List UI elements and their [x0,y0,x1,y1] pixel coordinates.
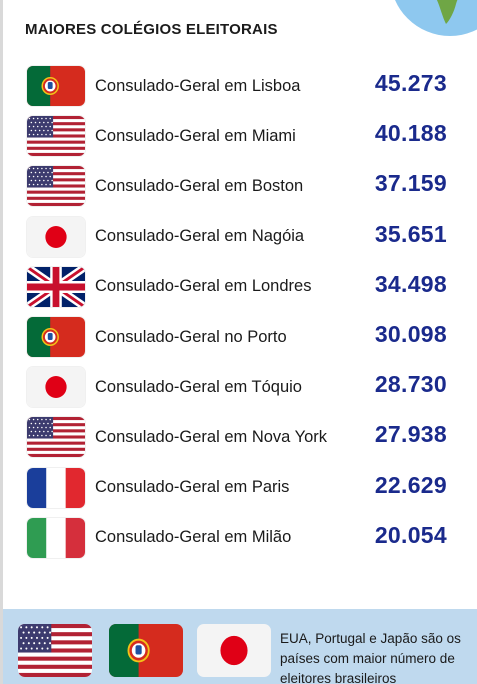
voter-count: 30.098 [374,320,447,347]
uk-flag-icon [27,266,85,307]
japan-flag-icon [197,624,271,677]
voter-count: 22.629 [374,471,447,498]
voter-count: 27.938 [374,421,447,448]
usa-flag-icon [18,624,92,677]
voter-count: 20.054 [374,521,447,548]
portugal-flag-icon [27,66,85,107]
globe-icon [395,0,477,36]
footer-text: EUA, Portugal e Japão são os países com … [280,631,461,684]
list-item: Consulado-Geral em Milão 20.054 [27,513,467,563]
consulate-name: Consulado-Geral em Miami [95,126,296,145]
voter-count: 40.188 [374,120,447,147]
voter-count: 34.498 [374,270,447,297]
list-item: Consulado-Geral em Paris 22.629 [27,463,467,513]
list-item: Consulado-Geral em Nova York 27.938 [27,412,467,462]
consulate-name: Consulado-Geral em Boston [95,176,304,195]
consulate-name: Consulado-Geral no Porto [95,327,287,346]
list-item: Consulado-Geral em Lisboa 45.273 [27,61,467,111]
usa-flag-icon [27,417,85,458]
list-item: Consulado-Geral em Londres 34.498 [27,262,467,312]
consulate-name: Consulado-Geral em Tóquio [95,377,302,396]
consulate-list: Consulado-Geral em Lisboa 45.273 Consula… [27,61,467,563]
list-item: Consulado-Geral em Miami 40.188 [27,111,467,161]
list-item: Consulado-Geral em Tóquio 28.730 [27,362,467,412]
consulate-name: Consulado-Geral em Nagóia [95,227,305,246]
consulate-name: Consulado-Geral em Londres [95,277,312,296]
left-border [0,0,3,684]
consulate-name: Consulado-Geral em Paris [95,478,290,497]
portugal-flag-icon [109,624,183,677]
japan-flag-icon [27,216,85,257]
voter-count: 37.159 [374,170,447,197]
usa-flag-icon [27,166,85,207]
list-item: Consulado-Geral em Nagóia 35.651 [27,212,467,262]
japan-flag-icon [27,367,85,408]
usa-flag-icon [27,116,85,157]
footer-banner: EUA, Portugal e Japão são os países com … [3,609,477,684]
voter-count: 35.651 [374,220,447,247]
consulate-name: Consulado-Geral em Lisboa [95,76,301,95]
voter-count: 28.730 [374,371,447,398]
france-flag-icon [27,467,85,508]
list-item: Consulado-Geral no Porto 30.098 [27,312,467,362]
list-item: Consulado-Geral em Boston 37.159 [27,161,467,211]
consulate-name: Consulado-Geral em Milão [95,528,292,547]
voter-count: 45.273 [374,70,447,96]
page-title: MAIORES COLÉGIOS ELEITORAIS [25,21,278,38]
consulate-name: Consulado-Geral em Nova York [95,427,328,446]
italy-flag-icon [27,517,85,558]
portugal-flag-icon [27,317,85,358]
